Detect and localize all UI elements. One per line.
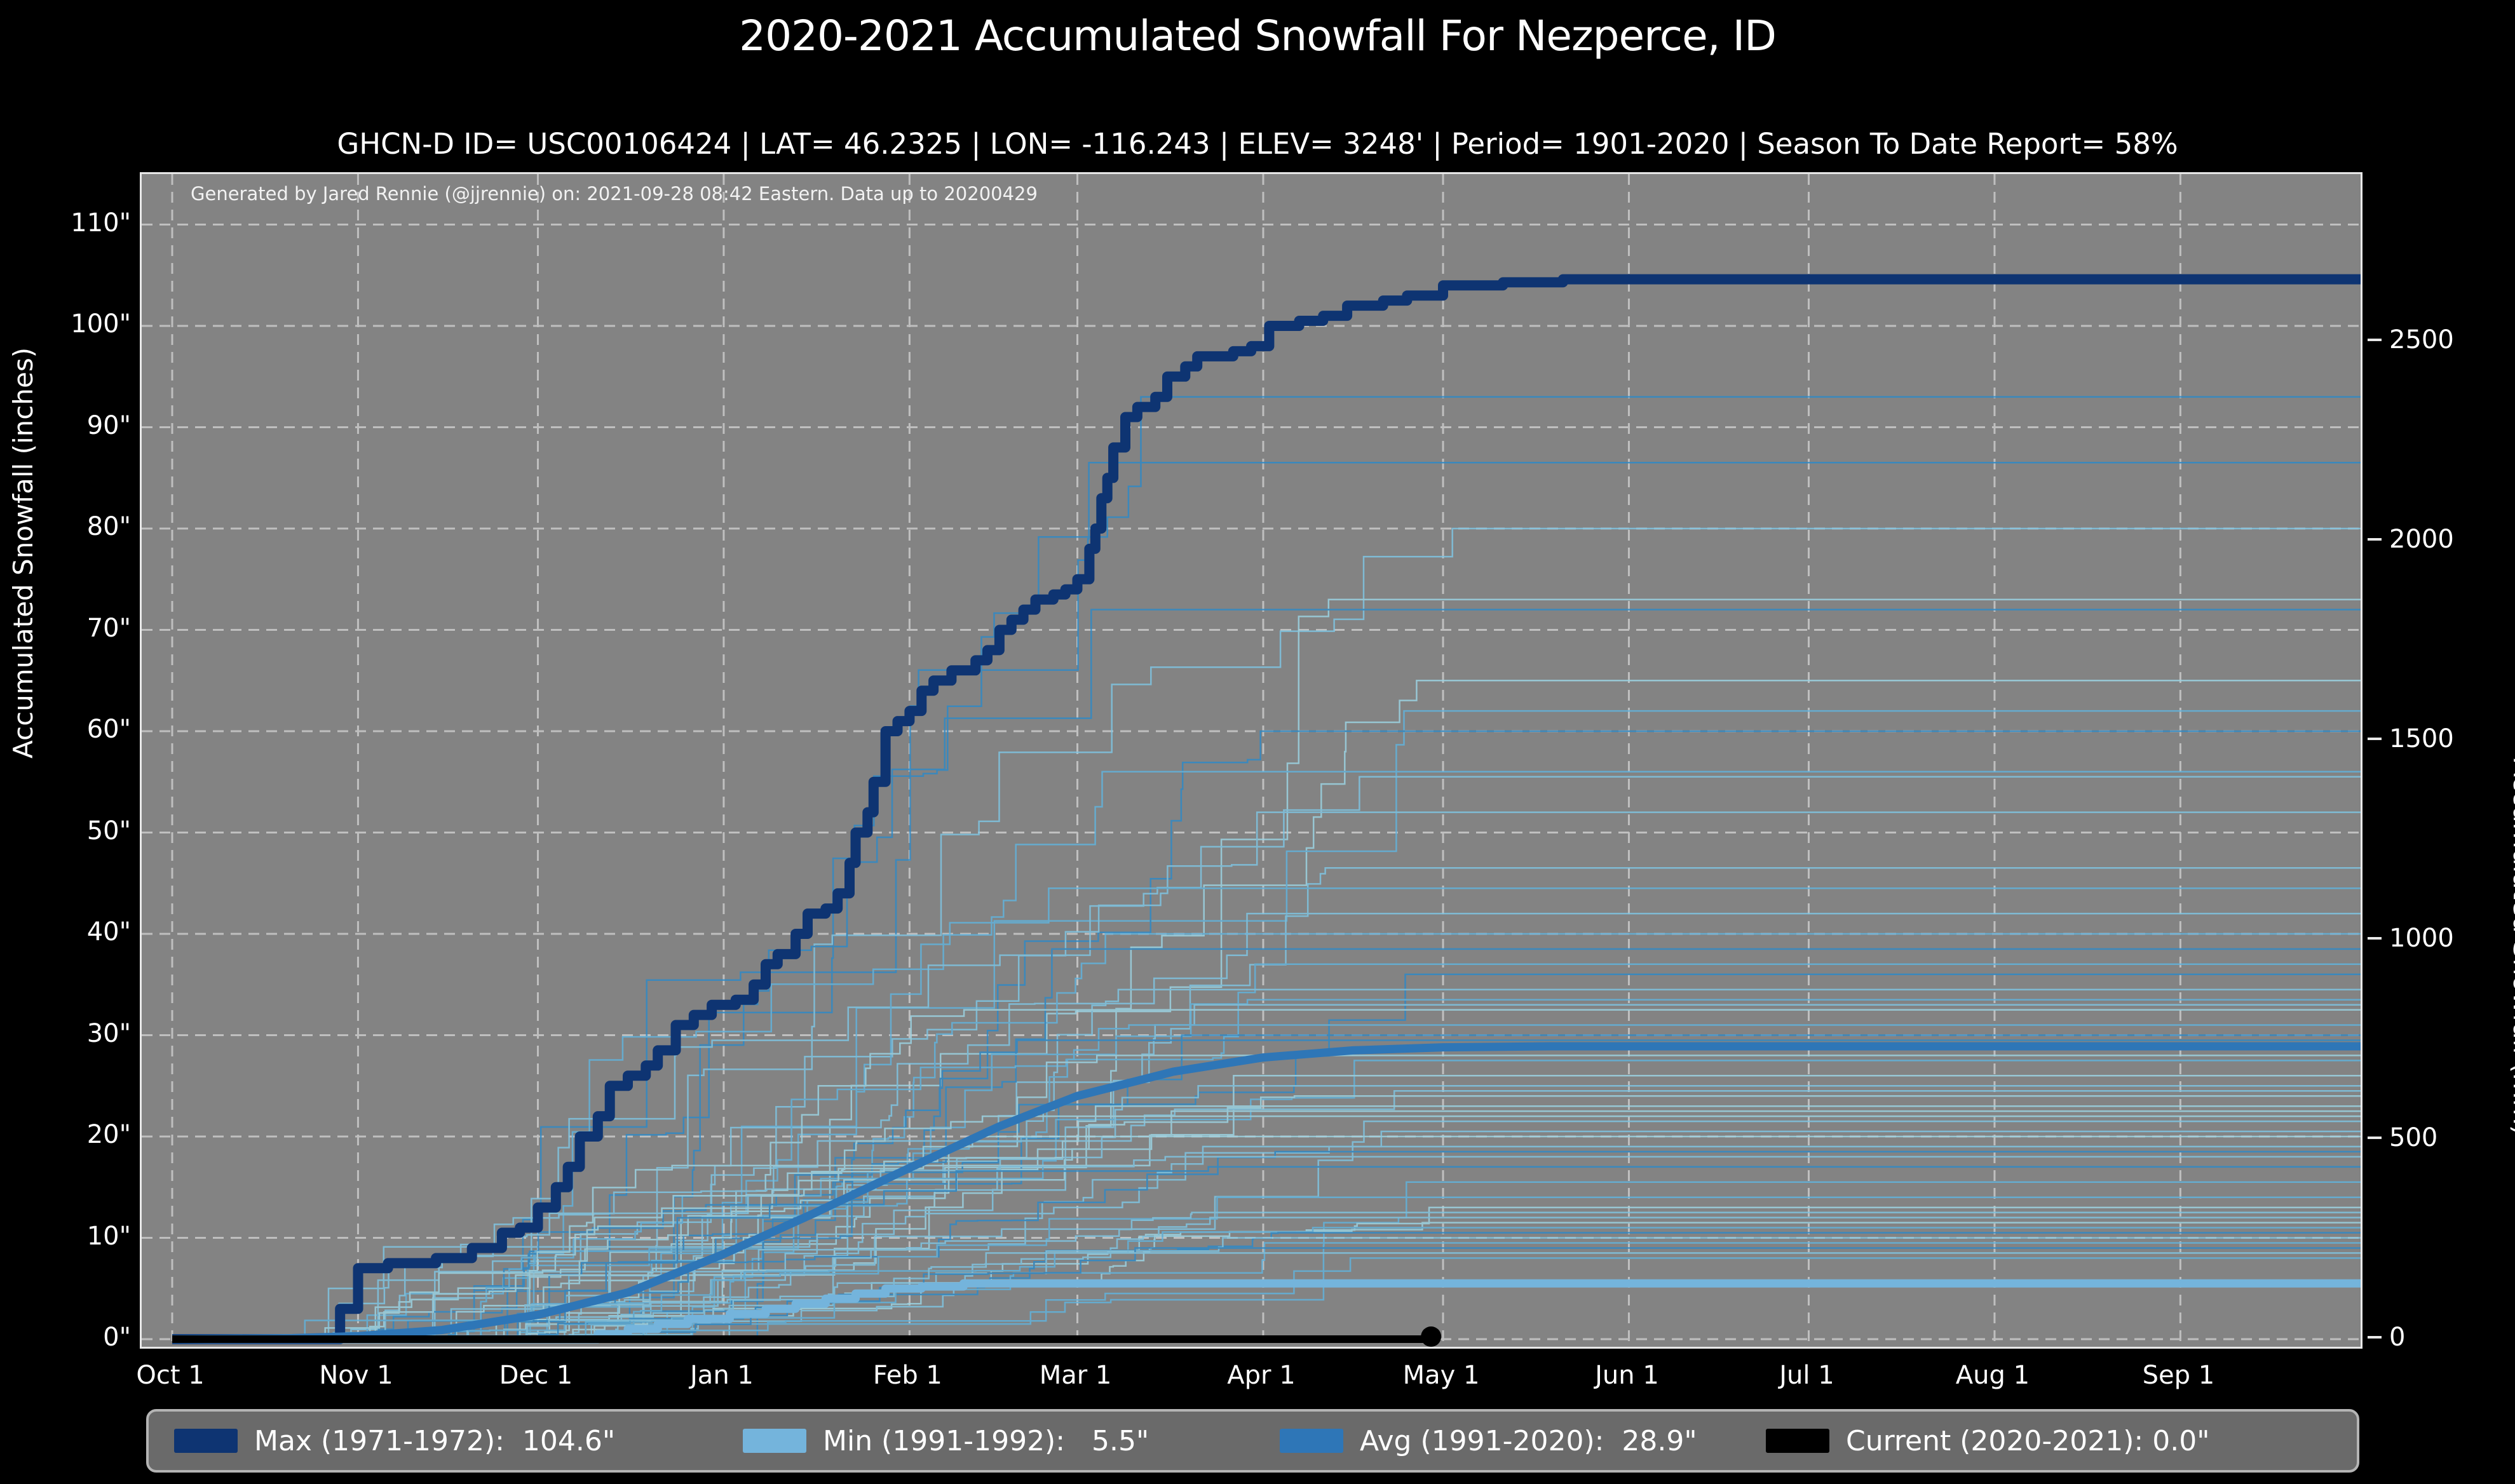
legend-label-current: Current (2020-2021): 0.0" [1846,1424,2210,1457]
legend-box: Max (1971-1972): 104.6" Min (1991-1992): … [146,1409,2359,1473]
year-line [172,1242,2361,1340]
x-tick-label: Nov 1 [319,1361,393,1390]
x-tick-label: Jan 1 [690,1361,754,1390]
year-line [172,867,2361,1340]
current-end-marker [1421,1326,1442,1347]
year-line [172,1089,2361,1340]
x-tick-label: Jul 1 [1779,1361,1834,1390]
legend-item-current: Current (2020-2021): 0.0" [1766,1412,2209,1470]
year-line [172,1115,2361,1340]
chart-canvas [142,174,2361,1347]
x-tick-label: Dec 1 [499,1361,573,1390]
y-tick-mark-mm [2368,1336,2382,1339]
max-line [172,274,2361,1344]
y-axis-title-inches: Accumulated Snowfall (inches) [8,347,39,759]
year-line [172,1050,2361,1339]
year-line [172,912,2361,1340]
legend-swatch-current [1766,1429,1829,1453]
y-tick-label-mm: 0 [2389,1323,2406,1352]
y-tick-label-mm: 1500 [2389,724,2454,754]
year-line [172,887,2361,1340]
year-line [172,1263,2361,1339]
legend-swatch-avg [1280,1429,1343,1453]
historical-year-lines [172,396,2361,1340]
y-tick-label-inches: 70" [86,613,131,643]
y-tick-label-mm: 1000 [2389,924,2454,954]
year-line [172,1060,2361,1340]
legend-item-min: Min (1991-1992): 5.5" [743,1412,1149,1470]
year-line [172,1004,2361,1340]
x-tick-label: May 1 [1402,1361,1480,1390]
year-line [172,1257,2361,1340]
y-tick-mark-mm [2368,738,2382,741]
year-line [172,1166,2361,1340]
y-tick-label-inches: 40" [86,917,131,947]
y-tick-label-inches: 10" [86,1221,131,1251]
y-tick-label-mm: 500 [2389,1123,2438,1153]
y-tick-label-mm: 2000 [2389,525,2454,555]
avg-line [172,1042,2361,1344]
y-tick-label-inches: 0" [103,1323,131,1352]
year-line [172,527,2361,1340]
y-tick-mark-mm [2368,937,2382,940]
x-tick-label: Sep 1 [2142,1361,2215,1390]
legend-item-max: Max (1971-1972): 104.6" [174,1412,615,1470]
y-tick-label-inches: 110" [71,208,131,238]
y-tick-label-inches: 80" [86,512,131,541]
x-tick-label: Aug 1 [1955,1361,2030,1390]
year-line [172,771,2361,1340]
y-tick-label-inches: 20" [86,1120,131,1149]
year-line [172,1095,2361,1340]
legend-swatch-max [174,1429,238,1453]
year-line [172,1252,2361,1340]
legend-label-max: Max (1971-1972): 104.6" [254,1424,616,1457]
year-line [172,730,2361,1340]
y-tick-label-inches: 60" [86,715,131,744]
y-tick-mark-mm [2368,1137,2382,1140]
year-line [172,1268,2361,1339]
y-axis-title-mm: Accumulated Snowfall (mm) [2507,759,2515,1136]
page-title: 2020-2021 Accumulated Snowfall For Nezpe… [739,11,1777,60]
plot-area [140,172,2362,1349]
y-tick-label-inches: 50" [86,816,131,846]
station-subtitle: GHCN-D ID= USC00106424 | LAT= 46.2325 | … [337,127,2178,161]
y-tick-label-inches: 100" [71,309,131,339]
y-tick-mark-mm [2368,339,2382,342]
year-line [172,948,2361,1340]
legend-swatch-min [743,1429,806,1453]
y-tick-label-inches: 30" [86,1018,131,1048]
x-tick-label: Oct 1 [136,1361,205,1390]
y-tick-label-inches: 90" [86,410,131,440]
year-line [172,1156,2361,1340]
min-line [172,1279,2361,1344]
legend-item-avg: Avg (1991-2020): 28.9" [1280,1412,1697,1470]
legend-label-min: Min (1991-1992): 5.5" [823,1424,1149,1457]
x-tick-label: Mar 1 [1039,1361,1112,1390]
year-line [172,963,2361,1340]
x-tick-label: Jun 1 [1595,1361,1659,1390]
y-tick-label-mm: 2500 [2389,325,2454,355]
year-line [172,1187,2361,1339]
year-line [172,1145,2361,1340]
x-tick-label: Feb 1 [872,1361,942,1390]
x-tick-label: Apr 1 [1227,1361,1296,1390]
y-tick-mark-mm [2368,538,2382,541]
year-line [172,1196,2361,1340]
credit-line: Generated by Jared Rennie (@jjrennie) on… [191,183,1038,205]
legend-label-avg: Avg (1991-2020): 28.9" [1360,1424,1697,1457]
year-line [172,1085,2361,1340]
